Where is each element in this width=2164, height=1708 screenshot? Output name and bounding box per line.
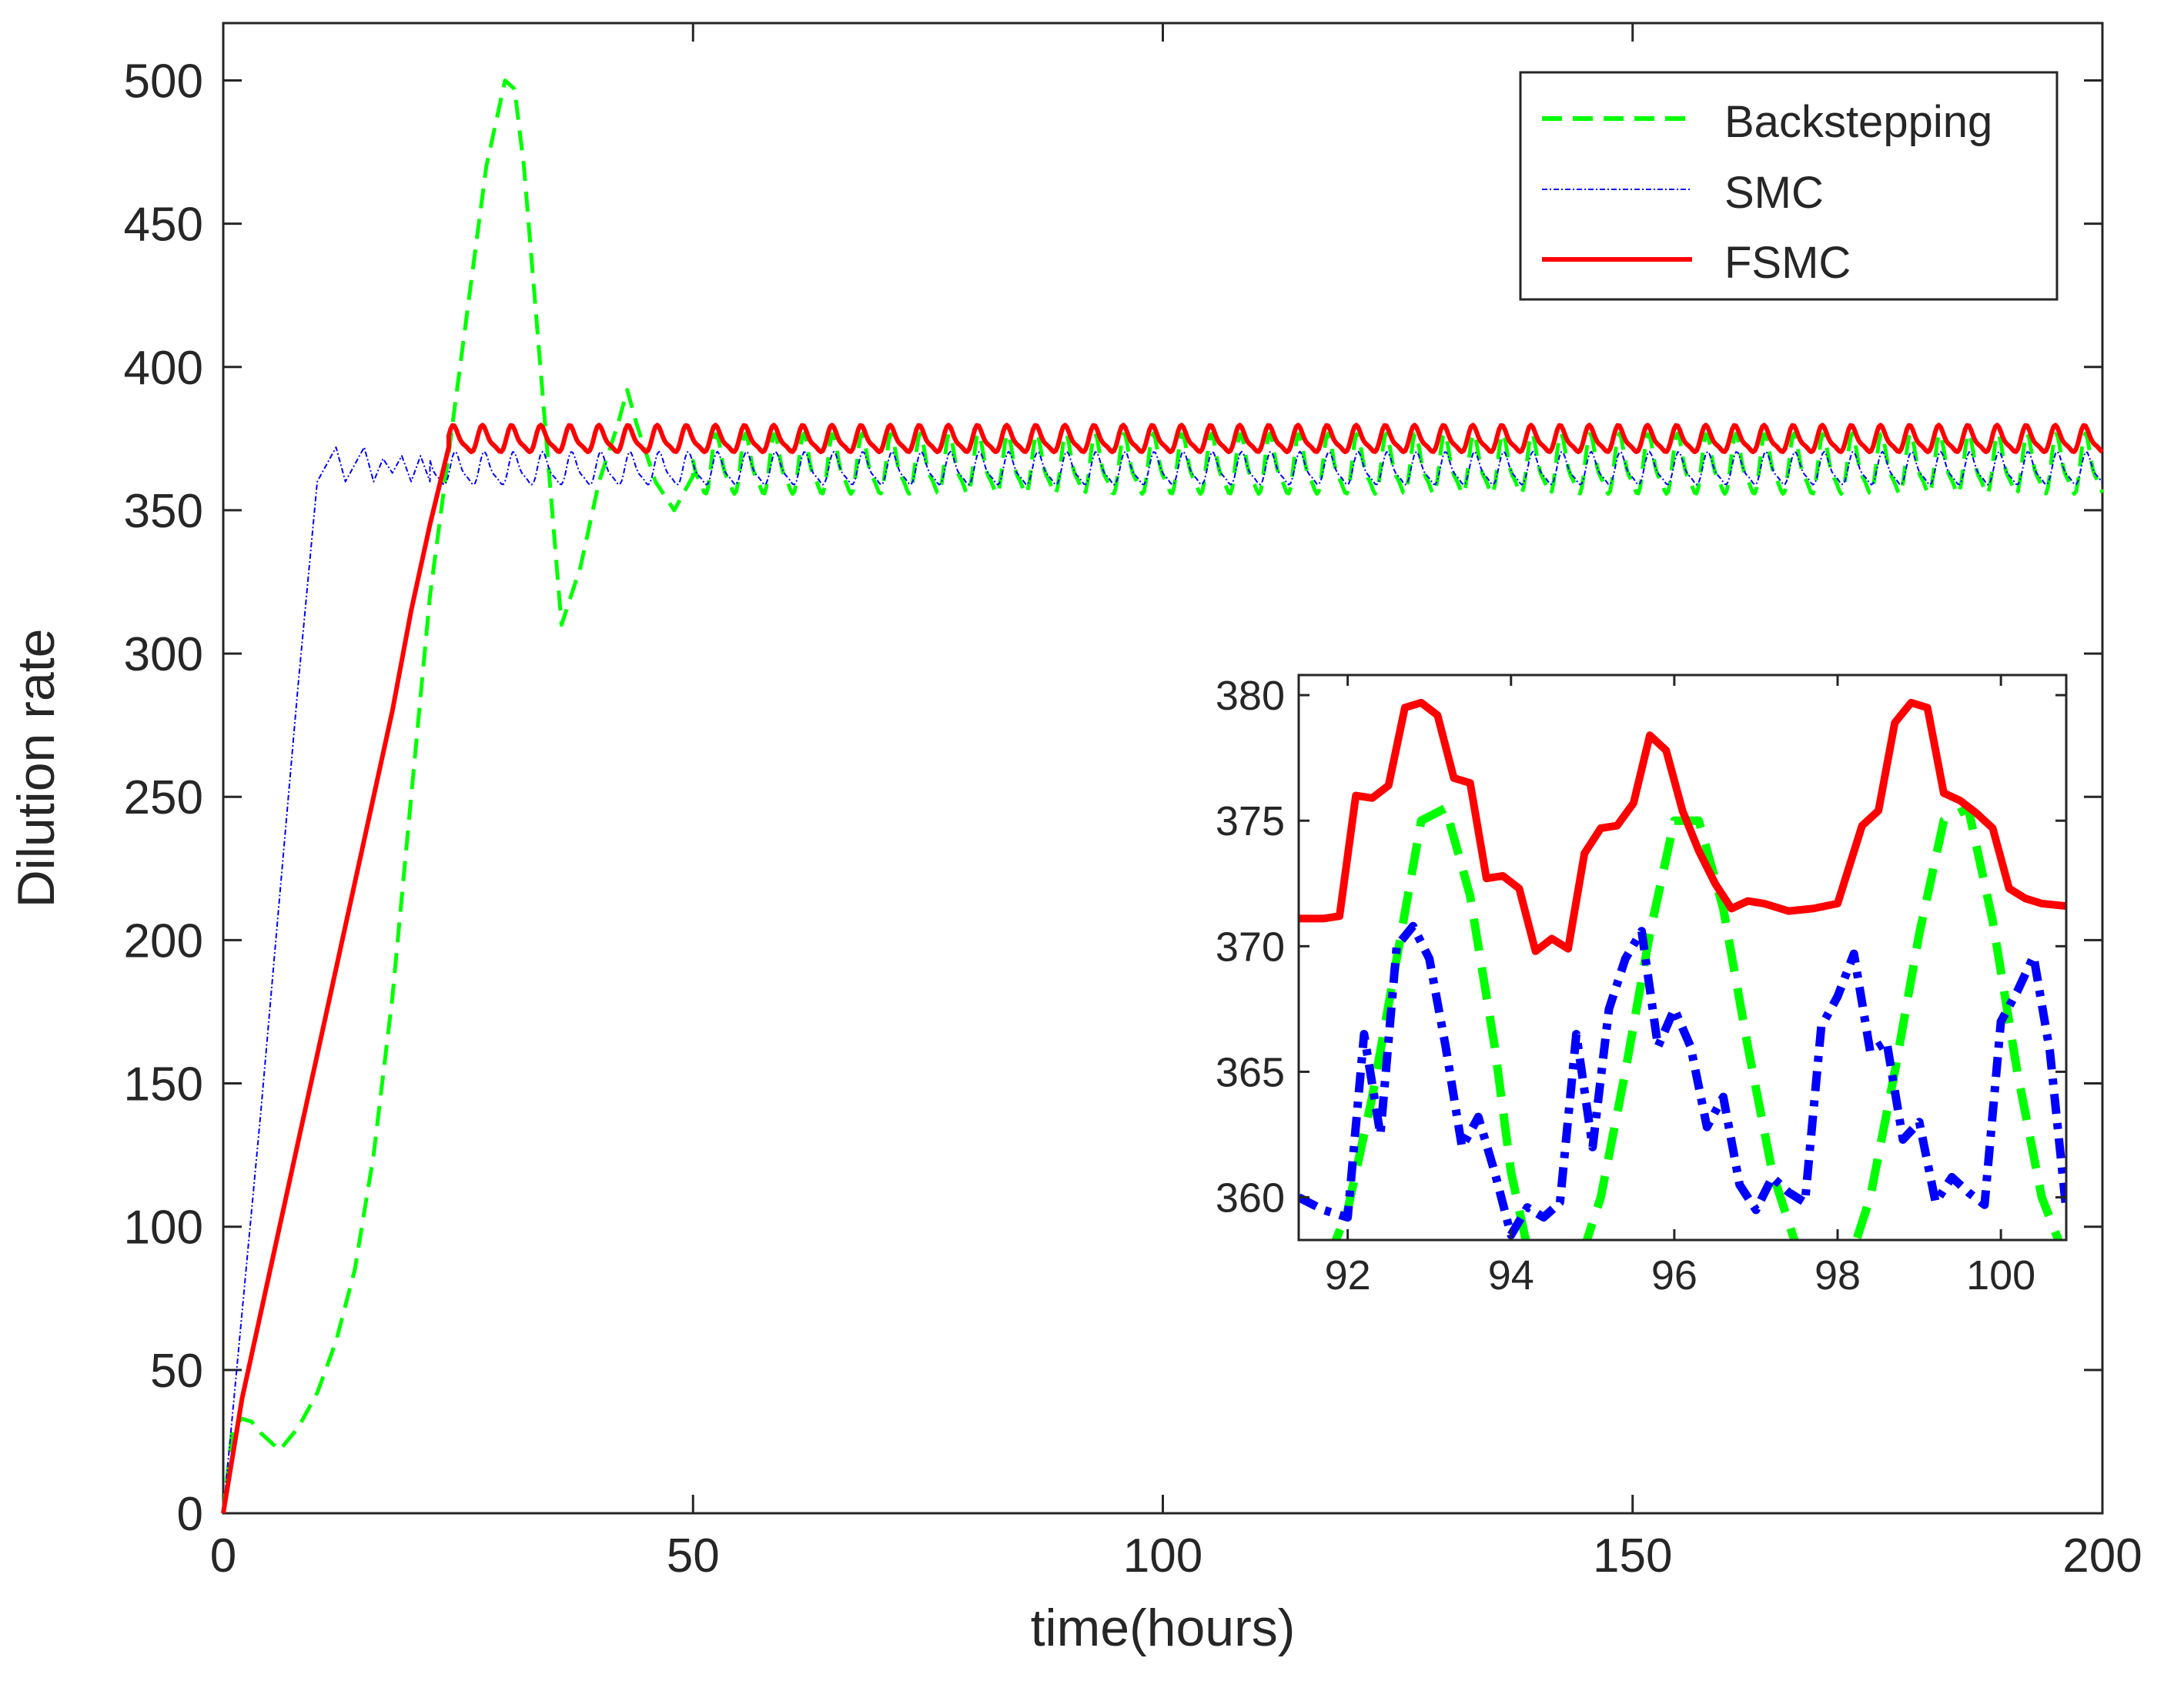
inset-background bbox=[1299, 675, 2066, 1240]
legend-label-fsmc: FSMC bbox=[1724, 238, 1851, 288]
y-tick-label: 300 bbox=[124, 628, 203, 681]
legend-label-smc: SMC bbox=[1724, 168, 1824, 218]
inset-y-tick-label: 380 bbox=[1216, 673, 1285, 719]
legend: Backstepping SMC FSMC bbox=[1519, 71, 2059, 301]
y-tick-label: 200 bbox=[124, 914, 203, 968]
x-tick-label: 100 bbox=[1123, 1529, 1202, 1583]
inset-y-tick-label: 360 bbox=[1216, 1175, 1285, 1222]
y-tick-label: 250 bbox=[124, 771, 203, 824]
main-series-lines bbox=[221, 79, 2105, 1514]
inset-plot-frame bbox=[1297, 674, 2068, 1242]
inset-y-tick-label: 375 bbox=[1216, 798, 1285, 844]
inset-series-lines bbox=[1299, 698, 2066, 1240]
legend-label-backstepping: Backstepping bbox=[1724, 97, 1992, 147]
x-tick-label: 50 bbox=[667, 1529, 720, 1583]
main-plot: 0 50 100 150 200 0 50 100 150 200 250 300 350 400 450 5… bbox=[7, 22, 2142, 1657]
inset-series-line-backstepping bbox=[1331, 804, 2063, 1240]
inset-plot: 92 94 96 98 100 360 365 370 375 380 bbox=[1216, 673, 2068, 1299]
x-tick-label: 0 bbox=[210, 1529, 236, 1583]
inset-x-tick-label: 96 bbox=[1651, 1252, 1697, 1299]
series-line-backstepping bbox=[221, 79, 2105, 1514]
inset-series-line-fsmc bbox=[1299, 698, 2066, 955]
inset-x-tick-label: 92 bbox=[1325, 1252, 1371, 1299]
y-tick-label: 0 bbox=[177, 1488, 203, 1541]
inset-ticks: 92 94 96 98 100 360 365 370 375 380 bbox=[1216, 673, 2066, 1299]
series-line-fsmc bbox=[221, 423, 2104, 1514]
y-tick-label: 400 bbox=[124, 342, 203, 395]
main-ticks: 0 50 100 150 200 0 50 100 150 200 250 300 350 400 450 5… bbox=[124, 23, 2142, 1583]
inset-x-tick-label: 100 bbox=[1966, 1252, 2035, 1299]
y-tick-label: 450 bbox=[124, 199, 203, 252]
inset-series-line-smc bbox=[1299, 921, 2066, 1239]
inset-y-tick-label: 370 bbox=[1216, 924, 1285, 970]
inset-y-tick-label: 365 bbox=[1216, 1049, 1285, 1095]
y-tick-label: 100 bbox=[124, 1202, 203, 1255]
x-tick-label: 200 bbox=[2062, 1529, 2142, 1583]
inset-x-tick-label: 94 bbox=[1488, 1252, 1534, 1299]
y-tick-label: 150 bbox=[124, 1058, 203, 1111]
x-axis-label: time(hours) bbox=[1031, 1599, 1296, 1657]
x-tick-label: 150 bbox=[1593, 1529, 1672, 1583]
series-line-smc bbox=[222, 446, 2103, 1514]
y-tick-label: 500 bbox=[124, 55, 203, 108]
y-tick-label: 350 bbox=[124, 485, 203, 538]
y-axis-label: Dilution rate bbox=[7, 629, 65, 908]
inset-x-tick-label: 98 bbox=[1814, 1252, 1861, 1299]
y-tick-label: 50 bbox=[150, 1345, 203, 1398]
